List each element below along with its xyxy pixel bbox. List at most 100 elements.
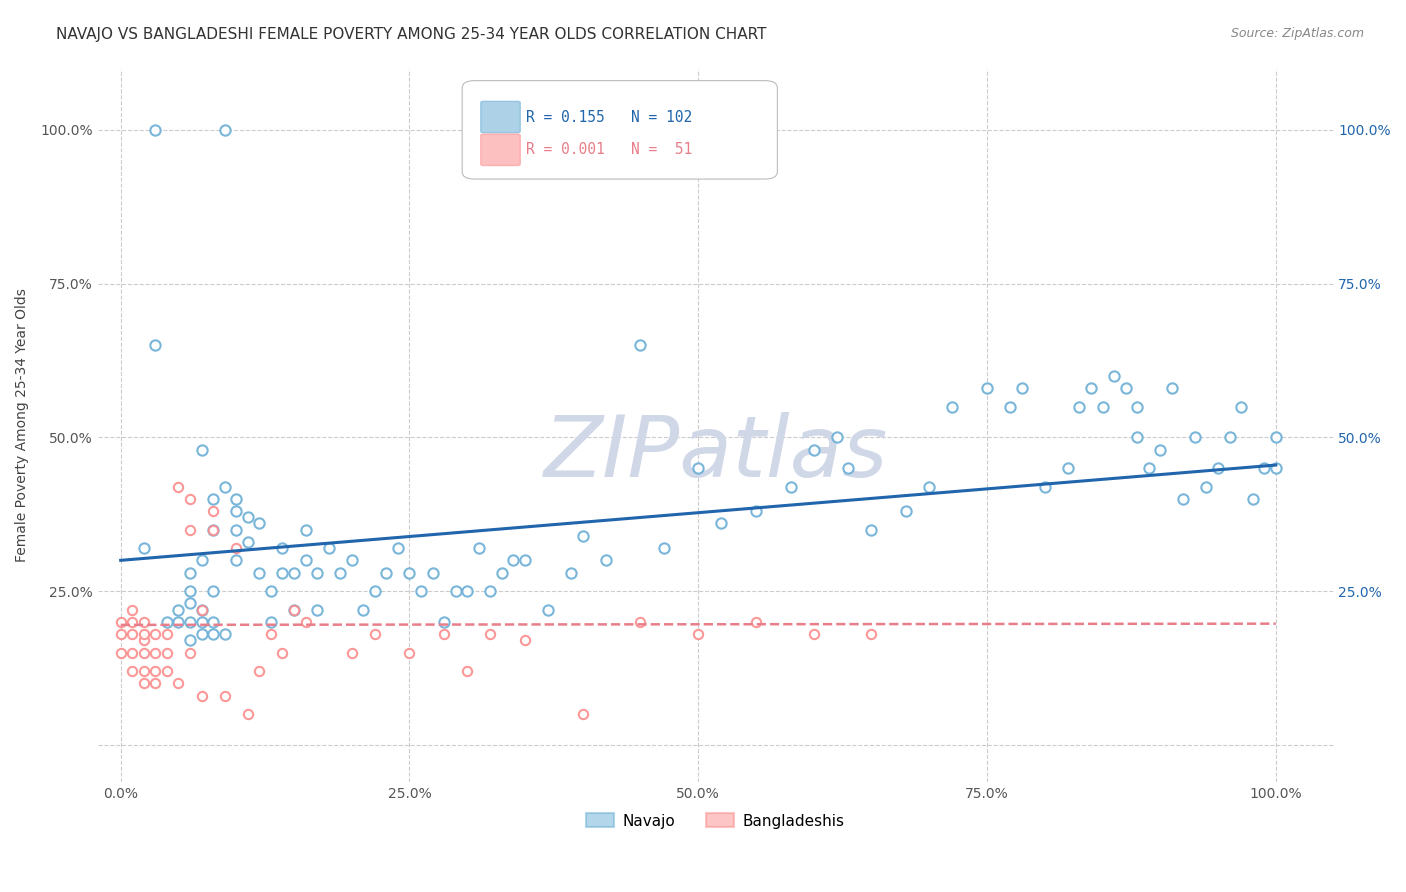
Text: NAVAJO VS BANGLADESHI FEMALE POVERTY AMONG 25-34 YEAR OLDS CORRELATION CHART: NAVAJO VS BANGLADESHI FEMALE POVERTY AMO…	[56, 27, 766, 42]
Point	[225, 553, 247, 567]
Point	[1184, 430, 1206, 444]
Point	[202, 627, 225, 641]
Point	[1033, 479, 1056, 493]
Point	[941, 400, 963, 414]
Point	[202, 523, 225, 537]
Point	[918, 479, 941, 493]
Point	[1206, 461, 1229, 475]
Point	[398, 646, 420, 660]
Point	[167, 479, 190, 493]
Point	[387, 541, 409, 555]
Point	[537, 602, 560, 616]
Point	[236, 706, 259, 721]
Point	[860, 523, 883, 537]
Point	[294, 523, 316, 537]
Point	[110, 615, 132, 629]
Point	[121, 664, 143, 678]
Point	[571, 529, 593, 543]
Point	[444, 584, 467, 599]
Point	[225, 541, 247, 555]
Point	[398, 566, 420, 580]
Point	[283, 566, 305, 580]
Point	[247, 566, 270, 580]
Point	[225, 491, 247, 506]
Point	[560, 566, 582, 580]
Point	[121, 627, 143, 641]
Point	[236, 510, 259, 524]
Point	[364, 584, 387, 599]
Point	[247, 516, 270, 531]
Point	[132, 646, 155, 660]
Point	[143, 627, 166, 641]
Point	[260, 615, 283, 629]
Point	[132, 676, 155, 690]
Point	[214, 627, 236, 641]
Point	[860, 627, 883, 641]
Y-axis label: Female Poverty Among 25-34 Year Olds: Female Poverty Among 25-34 Year Olds	[15, 288, 30, 562]
Point	[803, 442, 825, 457]
Point	[190, 553, 212, 567]
Point	[1069, 400, 1091, 414]
Point	[167, 615, 190, 629]
Point	[202, 615, 225, 629]
Point	[745, 615, 768, 629]
Point	[479, 584, 502, 599]
Point	[513, 553, 536, 567]
Point	[1115, 381, 1137, 395]
Point	[202, 584, 225, 599]
Text: ZIPatlas: ZIPatlas	[544, 412, 887, 495]
Point	[433, 627, 456, 641]
Point	[294, 615, 316, 629]
Point	[1264, 461, 1286, 475]
Point	[294, 553, 316, 567]
Point	[710, 516, 733, 531]
Point	[803, 627, 825, 641]
Point	[214, 479, 236, 493]
Point	[283, 602, 305, 616]
FancyBboxPatch shape	[481, 134, 520, 166]
Point	[143, 123, 166, 137]
Point	[779, 479, 801, 493]
Point	[132, 627, 155, 641]
Point	[630, 338, 652, 352]
Point	[179, 566, 201, 580]
Point	[1137, 461, 1160, 475]
Point	[745, 504, 768, 518]
Point	[179, 523, 201, 537]
Point	[894, 504, 917, 518]
Point	[595, 553, 617, 567]
Point	[340, 646, 363, 660]
Point	[433, 615, 456, 629]
Point	[214, 123, 236, 137]
Point	[468, 541, 491, 555]
Point	[1091, 400, 1114, 414]
Point	[179, 491, 201, 506]
Point	[329, 566, 352, 580]
Text: R = 0.155   N = 102: R = 0.155 N = 102	[526, 110, 693, 125]
Point	[156, 664, 179, 678]
Point	[352, 602, 374, 616]
Point	[156, 627, 179, 641]
Point	[236, 535, 259, 549]
Point	[513, 633, 536, 648]
Point	[247, 664, 270, 678]
Point	[190, 442, 212, 457]
Point	[307, 566, 329, 580]
Point	[1011, 381, 1033, 395]
Point	[260, 584, 283, 599]
Point	[190, 602, 212, 616]
Point	[143, 664, 166, 678]
Point	[1173, 491, 1195, 506]
Point	[1253, 461, 1275, 475]
Point	[167, 602, 190, 616]
Text: Source: ZipAtlas.com: Source: ZipAtlas.com	[1230, 27, 1364, 40]
Point	[271, 646, 294, 660]
Point	[1160, 381, 1182, 395]
Point	[1080, 381, 1102, 395]
Point	[110, 627, 132, 641]
Point	[190, 689, 212, 703]
Point	[422, 566, 444, 580]
Point	[110, 646, 132, 660]
Point	[143, 338, 166, 352]
Point	[318, 541, 340, 555]
